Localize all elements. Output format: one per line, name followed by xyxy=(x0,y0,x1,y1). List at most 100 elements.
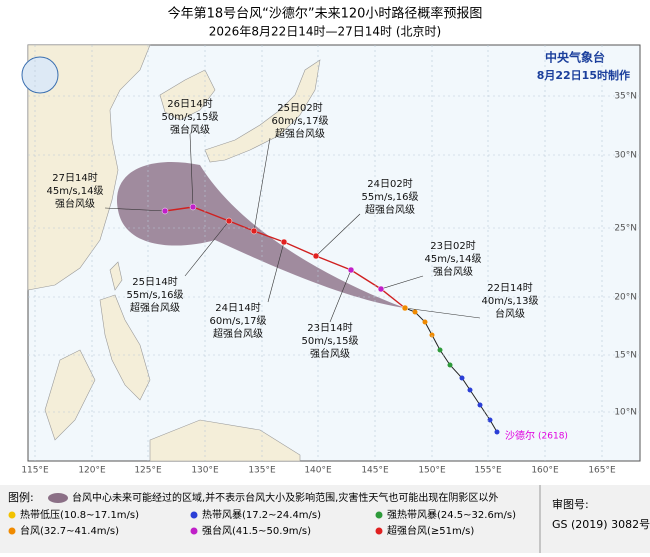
past-points xyxy=(412,309,500,435)
land xyxy=(27,44,321,462)
storm-name: 沙德尔 xyxy=(505,429,535,442)
title: 今年第18号台风“沙德尔”未来120小时路径概率预报图 xyxy=(168,6,483,22)
legend-swatch xyxy=(375,511,383,519)
forecast-point xyxy=(347,266,355,274)
longitude-label: 155°E xyxy=(474,466,502,476)
longitude-label: 125°E xyxy=(134,466,162,476)
forecast-time: 24日02时 xyxy=(367,178,412,190)
leader-line xyxy=(253,137,271,232)
past-point xyxy=(459,375,465,381)
leader-line xyxy=(380,275,424,290)
forecast-wind: 45m/s,14级 xyxy=(47,185,104,197)
leader-line xyxy=(315,213,361,257)
legend-swatch xyxy=(190,527,198,535)
longitude-label: 165°E xyxy=(588,466,616,476)
forecast-category: 强台风级 xyxy=(55,197,95,210)
legend-label: 强热带风暴(24.5~32.6m/s) xyxy=(387,508,516,521)
longitude-label: 130°E xyxy=(191,466,219,476)
forecast-point xyxy=(250,227,258,235)
forecast-point xyxy=(189,203,197,211)
forecast-wind: 55m/s,16级 xyxy=(127,289,184,301)
legend-cone: 台风中心未来可能经过的区域,并不表示台风大小及影响范围,灾害性天气也可能出现在阴… xyxy=(72,491,498,504)
storm-code: (2618) xyxy=(538,432,568,442)
forecast-category: 超强台风级 xyxy=(275,127,325,140)
legend-label: 台风(32.7~41.4m/s) xyxy=(20,524,119,537)
forecast-category: 超强台风级 xyxy=(130,301,180,314)
longitude-label: 145°E xyxy=(361,466,389,476)
subtitle: 2026年8月22日14时—27日14时 (北京时) xyxy=(209,25,441,39)
forecast-category: 台风级 xyxy=(495,307,525,320)
forecast-wind: 45m/s,14级 xyxy=(425,253,482,265)
storm-label: 沙德尔 (2618) xyxy=(505,429,568,442)
forecast-wind: 60m/s,17级 xyxy=(210,315,267,327)
latitude-label: 30°N xyxy=(614,151,637,161)
legend-swatch xyxy=(190,511,198,519)
leader-line xyxy=(329,269,352,323)
probability-cone xyxy=(116,162,405,308)
forecast-time: 23日14时 xyxy=(307,322,352,334)
forecast-point xyxy=(161,207,169,215)
past-point xyxy=(487,417,493,423)
forecast-point xyxy=(377,285,385,293)
logo xyxy=(21,56,59,94)
longitude-label: 120°E xyxy=(78,466,106,476)
legend-swatch xyxy=(375,527,383,535)
forecast-category: 强台风级 xyxy=(433,265,473,278)
legend-label: 热带风暴(17.2~24.4m/s) xyxy=(202,508,321,521)
forecast-time: 22日14时 xyxy=(487,282,532,294)
forecast-time: 23日02时 xyxy=(430,240,475,252)
forecast-time: 26日14时 xyxy=(167,98,212,110)
latitude-label: 35°N xyxy=(614,92,637,102)
approval-number: GS (2019) 3082号 xyxy=(552,518,650,531)
legend-swatch xyxy=(8,527,16,535)
forecast-time: 25日14时 xyxy=(132,276,177,288)
past-point xyxy=(477,402,483,408)
issue-time: 8月22日15时制作 xyxy=(537,68,630,82)
past-point xyxy=(437,347,443,353)
agency: 中央气象台 xyxy=(545,50,605,65)
past-point xyxy=(494,429,500,435)
forecast-category: 超强台风级 xyxy=(213,327,263,340)
leader-line xyxy=(267,241,285,303)
legend-swatch xyxy=(8,511,16,519)
forecast-time: 27日14时 xyxy=(52,172,97,184)
longitude-label: 160°E xyxy=(531,466,559,476)
forecast-category: 超强台风级 xyxy=(365,203,415,216)
forecast-wind: 50m/s,15级 xyxy=(162,111,219,123)
latitude-label: 15°N xyxy=(614,351,637,361)
legend-cone-swatch xyxy=(48,493,68,503)
legend-title: 图例: xyxy=(8,490,34,504)
forecast-wind: 40m/s,13级 xyxy=(482,295,539,307)
latitude-label: 20°N xyxy=(614,293,637,303)
legend-label: 强台风(41.5~50.9m/s) xyxy=(202,524,311,537)
leader-line xyxy=(404,307,481,319)
latitude-label: 25°N xyxy=(614,224,637,234)
leader-line xyxy=(189,133,194,208)
leader-line xyxy=(184,220,230,277)
forecast-time: 25日02时 xyxy=(277,102,322,114)
forecast-category: 强台风级 xyxy=(170,123,210,136)
approval-label: 审图号: xyxy=(552,497,589,511)
forecast-point xyxy=(225,217,233,225)
longitude-label: 135°E xyxy=(248,466,276,476)
legend-label: 超强台风(≥51m/s) xyxy=(387,524,474,537)
forecast-wind: 60m/s,17级 xyxy=(272,115,329,127)
legend-label: 热带低压(10.8~17.1m/s) xyxy=(20,508,139,521)
forecast-category: 强台风级 xyxy=(310,347,350,360)
past-point xyxy=(467,387,473,393)
past-point xyxy=(412,309,418,315)
forecast-point xyxy=(280,238,288,246)
past-point xyxy=(447,362,453,368)
forecast-wind: 50m/s,15级 xyxy=(302,335,359,347)
forecast-wind: 55m/s,16级 xyxy=(362,191,419,203)
forecast-point xyxy=(312,252,320,260)
leader-line xyxy=(104,207,166,212)
forecast-time: 24日14时 xyxy=(215,302,260,314)
longitude-label: 150°E xyxy=(418,466,446,476)
legend-panel xyxy=(0,485,650,553)
longitude-label: 115°E xyxy=(21,466,49,476)
latitude-label: 10°N xyxy=(614,408,637,418)
longitude-label: 140°E xyxy=(304,466,332,476)
map-frame xyxy=(27,44,641,462)
